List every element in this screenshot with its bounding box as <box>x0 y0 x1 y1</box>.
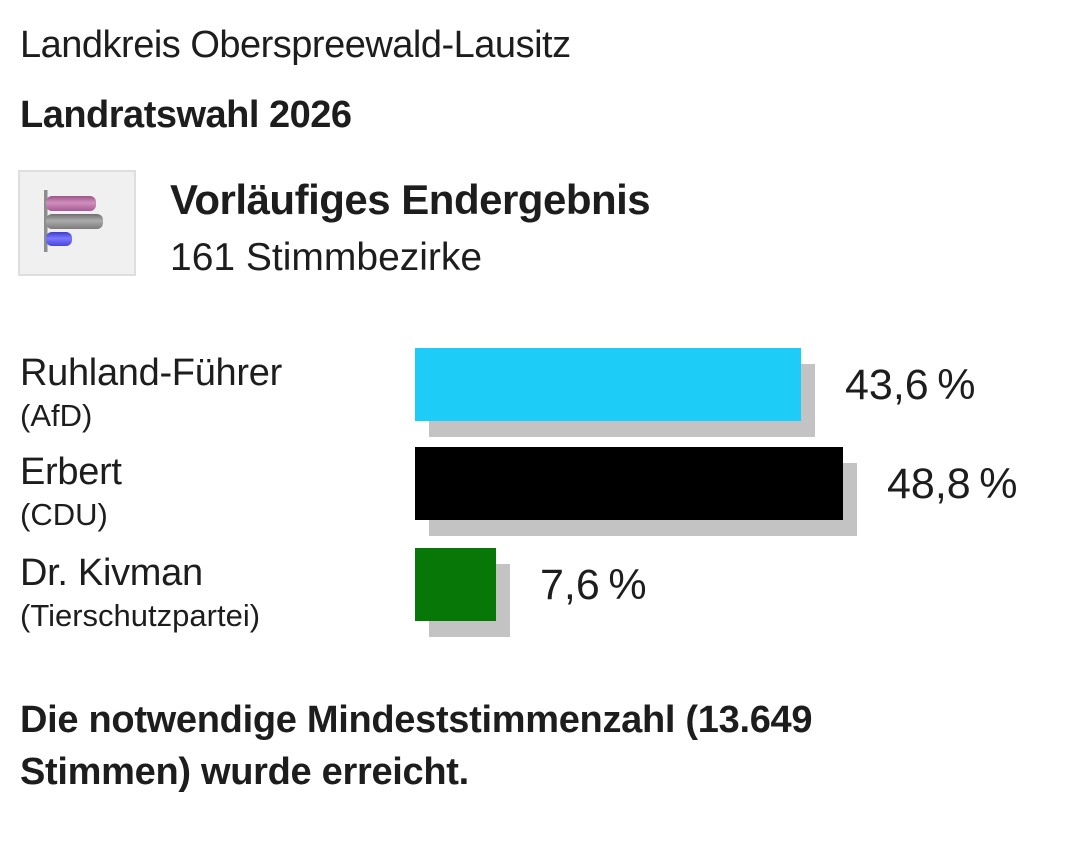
candidate-label: Ruhland-Führer (AfD) <box>20 348 415 433</box>
result-bar <box>415 548 496 621</box>
candidate-row: Dr. Kivman (Tierschutzpartei) 7,6 % <box>20 548 647 633</box>
percent-value: 7,6 % <box>540 560 647 609</box>
percent-value: 48,8 % <box>887 459 1018 508</box>
candidate-label: Dr. Kivman (Tierschutzpartei) <box>20 548 415 633</box>
bar-area: 7,6 % <box>415 548 647 622</box>
percent-value: 43,6 % <box>845 360 976 409</box>
candidate-party: (Tierschutzpartei) <box>20 598 261 633</box>
candidate-name: Ruhland-Führer <box>20 352 282 394</box>
result-status-title: Vorläufiges Endergebnis <box>170 176 651 223</box>
bar-area: 43,6 % <box>415 348 976 422</box>
candidate-row: Ruhland-Führer (AfD) 43,6 % <box>20 348 976 433</box>
candidate-name: Dr. Kivman <box>20 552 203 594</box>
election-title: Landratswahl 2026 <box>20 94 352 136</box>
candidate-party: (AfD) <box>20 398 93 433</box>
result-bar <box>415 348 801 421</box>
candidate-name: Erbert <box>20 451 122 493</box>
result-bar <box>415 447 843 520</box>
result-status-icon-box <box>18 170 136 276</box>
bar-chart-icon <box>44 190 103 252</box>
candidate-label: Erbert (CDU) <box>20 447 415 532</box>
candidate-party: (CDU) <box>20 497 108 532</box>
bar-area: 48,8 % <box>415 447 1018 521</box>
districts-count: 161 Stimmbezirke <box>170 236 483 279</box>
minimum-votes-notice: Die notwendige Mindeststimmenzahl (13.64… <box>20 699 813 793</box>
candidate-row: Erbert (CDU) 48,8 % <box>20 447 1018 532</box>
region-title: Landkreis Oberspreewald-Lausitz <box>20 24 571 66</box>
